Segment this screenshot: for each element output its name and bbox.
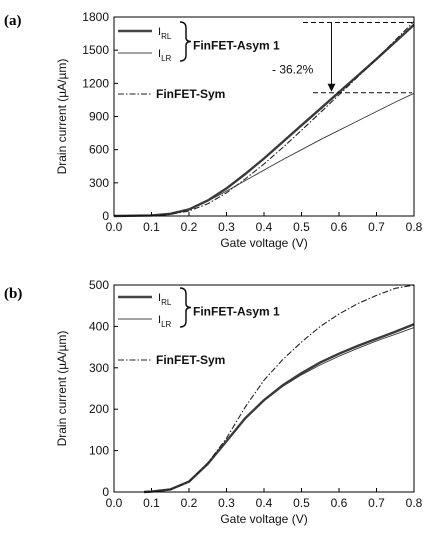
x-tick-label: 0.2 <box>181 496 198 510</box>
y-tick-label: 300 <box>89 176 109 190</box>
annotation-percent-label: - 36.2% <box>272 63 314 77</box>
panel-a-y-ticks: 0 300 600 900 1200 1500 1800 <box>82 10 118 223</box>
panel-a-series <box>113 21 415 218</box>
series-line-i-rl <box>143 323 415 494</box>
panel-a-legend: IRL ILR FinFET-Asym 1 FinFET-Sym <box>118 21 280 101</box>
panel-b: (b) Drain current (µA/µm) Gate voltage (… <box>4 278 423 526</box>
legend-group-asym: FinFET-Asym 1 <box>193 39 280 53</box>
x-tick-label: 0.8 <box>406 220 423 234</box>
x-tick-label: 0.3 <box>218 220 235 234</box>
x-tick-label: 0.6 <box>331 220 348 234</box>
series-line-i-lr <box>113 92 415 217</box>
y-tick-label: 300 <box>89 361 109 375</box>
x-tick-label: 0.4 <box>256 496 273 510</box>
y-tick-label: 1200 <box>82 76 109 90</box>
legend-label-i-rl: IRL <box>158 26 172 41</box>
y-tick-label: 900 <box>89 110 109 124</box>
y-tick-label: 500 <box>89 278 109 292</box>
x-tick-label: 0.2 <box>181 220 198 234</box>
panel-a-y-axis-label: Drain current (µA/µm) <box>55 59 69 175</box>
x-tick-label: 0.6 <box>331 496 348 510</box>
x-tick-label: 0.3 <box>218 496 235 510</box>
y-tick-label: 0 <box>102 485 109 499</box>
x-tick-label: 0.4 <box>256 220 273 234</box>
x-tick-label: 0.0 <box>106 220 123 234</box>
panel-a-annotation: - 36.2% <box>272 22 412 94</box>
panel-b-x-axis-label: Gate voltage (V) <box>220 512 307 526</box>
legend-label-i-lr: ILR <box>158 314 172 329</box>
x-tick-label: 0.8 <box>406 496 423 510</box>
legend-brace <box>179 287 192 328</box>
panel-a-label: (a) <box>4 13 22 29</box>
panel-b-x-ticks: 0.0 0.1 0.2 0.3 0.4 0.5 0.6 0.7 0.8 <box>106 488 423 510</box>
legend-label-i-lr: ILR <box>158 48 172 63</box>
series-line-finfet-sym <box>113 21 415 217</box>
x-tick-label: 0.0 <box>106 496 123 510</box>
y-tick-label: 600 <box>89 143 109 157</box>
y-tick-label: 0 <box>102 209 109 223</box>
y-tick-label: 100 <box>89 444 109 458</box>
panel-b-label: (b) <box>4 286 22 302</box>
x-tick-label: 0.1 <box>143 220 160 234</box>
panel-b-legend: IRL ILR FinFET-Asym 1 FinFET-Sym <box>118 287 280 367</box>
panel-a: (a) Drain current (µA/µm) Gate voltage (… <box>4 10 423 250</box>
x-tick-label: 0.1 <box>143 496 160 510</box>
panel-b-y-axis-label: Drain current (µA/µm) <box>55 331 69 447</box>
y-tick-label: 200 <box>89 402 109 416</box>
panel-a-x-axis-label: Gate voltage (V) <box>220 236 307 250</box>
series-line-finfet-sym <box>143 284 415 493</box>
legend-brace <box>179 21 192 62</box>
panel-a-plot-frame <box>113 16 415 217</box>
annotation-arrowhead <box>327 83 336 92</box>
panel-b-plot-frame <box>113 284 415 493</box>
x-tick-label: 0.5 <box>293 220 310 234</box>
legend-group-asym: FinFET-Asym 1 <box>193 305 280 319</box>
panel-a-x-ticks: 0.0 0.1 0.2 0.3 0.4 0.5 0.6 0.7 0.8 <box>106 212 423 234</box>
panel-b-series <box>143 284 415 494</box>
y-tick-label: 1500 <box>82 43 109 57</box>
x-tick-label: 0.7 <box>368 220 385 234</box>
y-tick-label: 1800 <box>82 10 109 24</box>
y-tick-label: 400 <box>89 319 109 333</box>
legend-label-finfet-sym: FinFET-Sym <box>156 353 225 367</box>
panel-b-y-ticks: 0 100 200 300 400 500 <box>89 278 118 499</box>
x-tick-label: 0.5 <box>293 496 310 510</box>
legend-label-finfet-sym: FinFET-Sym <box>156 87 225 101</box>
legend-label-i-rl: IRL <box>158 292 172 307</box>
x-tick-label: 0.7 <box>368 496 385 510</box>
